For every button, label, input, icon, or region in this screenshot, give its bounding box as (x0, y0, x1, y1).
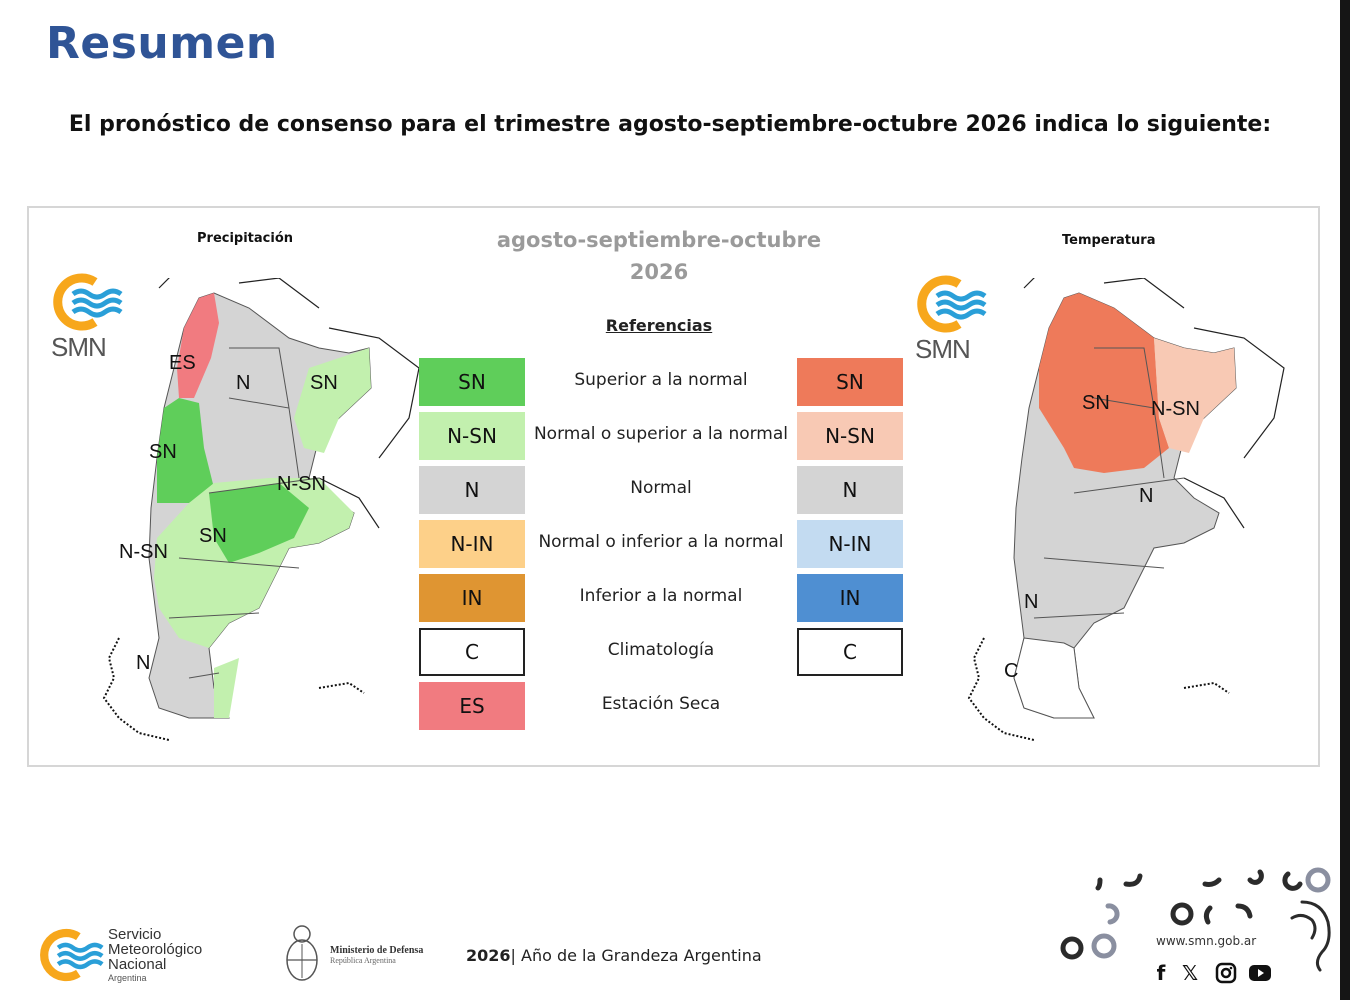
temp-label-n-south: N (1024, 591, 1039, 613)
ministry-line2: República Argentina (330, 956, 396, 965)
motto-text: | Año de la Grandeza Argentina (510, 946, 762, 965)
legend-temp-swatch: C (797, 628, 903, 676)
youtube-icon[interactable] (1247, 960, 1273, 986)
legend-precip-swatch: C (419, 628, 525, 676)
instagram-icon[interactable] (1213, 960, 1239, 986)
precip-map-title: Precipitación (197, 231, 294, 246)
precip-label-sn-nw: SN (149, 441, 177, 463)
decorative-dots-icon (1060, 867, 1331, 972)
precip-label-n-south: N (136, 652, 151, 674)
page-title: Resumen (46, 18, 278, 69)
x-icon[interactable]: 𝕏 (1181, 961, 1199, 985)
temp-label-c: C (1004, 660, 1019, 682)
temp-label-n-center: N (1139, 485, 1154, 507)
legend-description: Superior a la normal (574, 370, 748, 390)
references-title: Referencias (605, 316, 713, 335)
precip-label-nsn-west: N-SN (119, 541, 168, 563)
smn-logo-text: SMN (51, 332, 107, 362)
temp-label-nsn: N-SN (1151, 398, 1200, 420)
temp-map (967, 278, 1285, 741)
facebook-icon[interactable]: f (1156, 961, 1166, 985)
legend-description: Normal o inferior a la normal (538, 532, 784, 552)
season-title: agosto-septiembre-octubre 2026 (489, 224, 829, 288)
precip-label-es: ES (169, 352, 196, 374)
legend-temp-swatch: N-IN (797, 520, 903, 568)
smn-logo-text: SMN (915, 334, 971, 364)
legend-temp-swatch: N-SN (797, 412, 903, 460)
legend-description: Climatología (607, 640, 715, 660)
legend-temp-swatch: SN (797, 358, 903, 406)
legend-precip-swatch: IN (419, 574, 525, 622)
legend-temp-swatch: IN (797, 574, 903, 622)
org-line1: Servicio (108, 926, 162, 943)
org-line3: Nacional (108, 956, 167, 973)
forecast-panel: Precipitación SMN ES N SN SN N-SN SN N-S… (27, 206, 1320, 767)
legend-precip-swatch: N (419, 466, 525, 514)
org-line4: Argentina (108, 973, 147, 983)
precip-label-n-north: N (236, 372, 251, 394)
legend-description: Inferior a la normal (579, 586, 743, 606)
footer-org-name: Servicio Meteorológico Nacional Argentin… (108, 927, 202, 984)
legend-description: Normal o superior a la normal (533, 424, 789, 444)
precip-label-sn-ne: SN (310, 372, 338, 394)
temp-label-sn: SN (1082, 392, 1110, 414)
legend-description: Normal (630, 478, 692, 498)
legend-temp-swatch: N (797, 466, 903, 514)
smn-footer-logo-icon (40, 928, 104, 982)
coat-of-arms-icon (286, 925, 318, 981)
legend-description: Estación Seca (601, 694, 721, 714)
temp-map-title: Temperatura (1062, 233, 1156, 248)
legend-precip-swatch: N-IN (419, 520, 525, 568)
smn-logo-icon (53, 273, 123, 331)
website-url[interactable]: www.smn.gob.ar (1156, 934, 1257, 948)
org-line2: Meteorológico (108, 941, 203, 958)
legend-precip-swatch: ES (419, 682, 525, 730)
legend-precip-swatch: N-SN (419, 412, 525, 460)
precip-label-sn-center: SN (199, 525, 227, 547)
ministry-line1: Ministerio de Defensa (330, 945, 424, 956)
legend-precip-swatch: SN (419, 358, 525, 406)
year-value: 2026 (466, 946, 511, 965)
right-edge-bar (1340, 0, 1350, 1000)
smn-logo-icon (917, 275, 987, 333)
precip-map (102, 278, 420, 741)
page-subtitle: El pronóstico de consenso para el trimes… (68, 112, 1272, 137)
ministry-name: Ministerio de Defensa República Argentin… (330, 945, 423, 965)
season-line2: 2026 (629, 260, 689, 284)
precip-label-nsn-east: N-SN (277, 473, 326, 495)
year-motto: 2026| Año de la Grandeza Argentina (466, 946, 762, 965)
season-line1: agosto-septiembre-octubre (496, 228, 822, 252)
